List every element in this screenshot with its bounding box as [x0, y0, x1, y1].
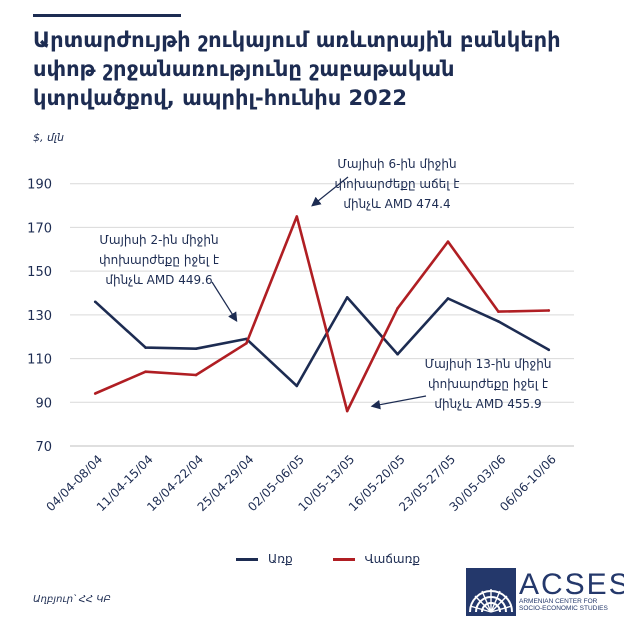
chart-title: Արտարժույթի շուկայում առևտրային բանկերի … [33, 28, 561, 110]
legend-label-buy: Առք [268, 552, 293, 566]
data-point-buy [497, 320, 500, 323]
y-tick-label: 90 [35, 396, 52, 411]
y-tick-label: 130 [27, 309, 52, 324]
annotation-arrow [370, 395, 427, 410]
data-point-sell [396, 307, 399, 310]
legend-swatch-buy [236, 557, 258, 561]
legend-item-sell: Վաճառք [332, 552, 420, 566]
data-point-sell [194, 373, 198, 377]
annotation-text: մինչև AMD 455.9 [434, 397, 541, 411]
data-point-buy [194, 347, 198, 351]
annotation-text: փոխարժեքը իջել է [99, 253, 219, 267]
data-point-sell [93, 392, 97, 395]
legend-item-buy: Առք [236, 552, 293, 566]
annotation-arrow [211, 281, 238, 323]
data-point-sell [547, 309, 551, 312]
series-line-sell [94, 215, 549, 413]
annotation-text: փոխարժեքը իջել է [428, 377, 548, 391]
data-point-sell [497, 310, 500, 313]
legend-swatch-sell [332, 557, 355, 561]
y-tick-label: 190 [27, 178, 52, 193]
data-point-buy [547, 348, 551, 352]
legend-label-sell: Վաճառք [364, 552, 420, 566]
data-point-sell [345, 409, 349, 413]
data-point-sell [446, 240, 450, 243]
data-point-buy [396, 352, 399, 356]
annotation-text: մինչև AMD 449.6 [105, 273, 212, 287]
data-point-sell [144, 370, 147, 373]
logo-subtitle: ARMENIAN CENTER FOR SOCIO-ECONOMIC STUDI… [519, 598, 608, 612]
annotation-text: Մայիսի 13-ին միջին [425, 357, 552, 371]
y-tick-label: 110 [27, 353, 52, 368]
annotation-text: Մայիսի 2-ին միջին [99, 233, 218, 247]
source-note: Աղբյուր՝ ՀՀ ԿԲ [33, 594, 111, 605]
annotation-text: մինչև AMD 474.4 [343, 197, 450, 211]
data-point-sell [295, 215, 299, 218]
logo-wordmark: ACSES [519, 568, 624, 601]
data-point-buy [345, 296, 349, 299]
y-tick-label: 170 [27, 221, 52, 236]
data-point-buy [93, 300, 97, 304]
series-line-buy [94, 296, 550, 388]
y-tick-label: 70 [35, 440, 52, 455]
data-point-buy [295, 384, 299, 388]
data-point-sell [245, 341, 248, 345]
title-rule [33, 14, 181, 17]
data-point-buy [144, 346, 147, 349]
acses-logo: ACSES ARMENIAN CENTER FOR SOCIO-ECONOMIC… [466, 568, 624, 616]
acses-logo-icon [466, 568, 516, 616]
data-point-buy [446, 297, 450, 300]
legend: Առք Վաճառք [236, 552, 420, 566]
annotation-arrow [311, 176, 349, 207]
annotation-text: Մայիսի 6-ին միջին [337, 157, 456, 171]
annotation-text: փոխարժեքը աճել է [335, 177, 460, 191]
y-tick-label: 150 [27, 265, 52, 280]
y-axis-unit: $, մլն [33, 131, 64, 144]
